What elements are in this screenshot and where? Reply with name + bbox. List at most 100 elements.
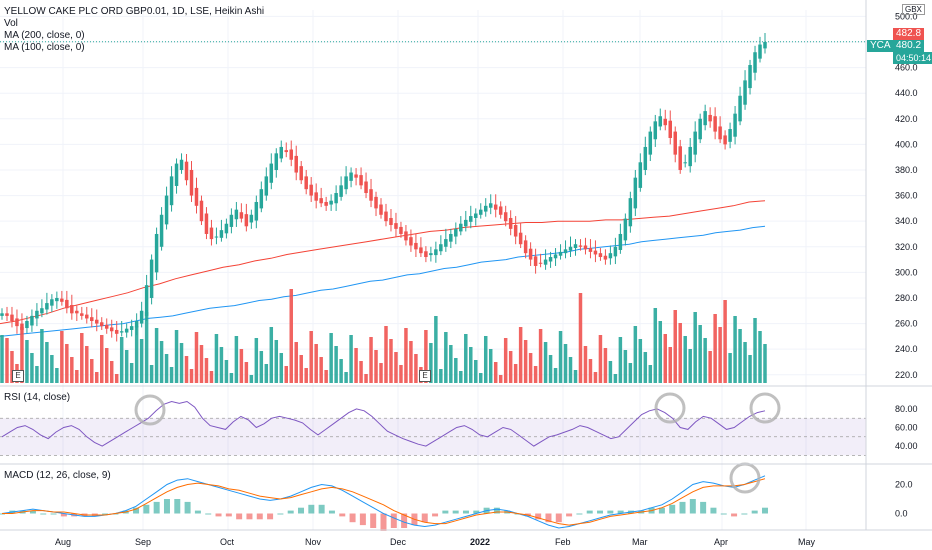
candle-body-111 (553, 254, 558, 259)
candle-body-112 (558, 251, 563, 256)
volume-bar-85 (424, 330, 428, 383)
macd-hist-39 (401, 513, 408, 528)
volume-bar-75 (374, 350, 378, 383)
candle-body-136 (678, 146, 682, 170)
candle-body-108 (538, 262, 543, 264)
macd-hist-67 (689, 499, 696, 514)
candle-body-132 (658, 116, 663, 127)
candle-body-89 (444, 239, 448, 247)
candle-body-137 (683, 162, 687, 164)
x-tick-0: Aug (55, 537, 71, 547)
candle-body-8 (40, 308, 44, 314)
candle-body-133 (663, 118, 668, 126)
macd-hist-3 (29, 510, 36, 514)
macd-hist-72 (741, 513, 748, 515)
volume-bar-142 (708, 351, 712, 383)
volume-bar-76 (379, 363, 383, 383)
volume-bar-61 (304, 368, 308, 383)
volume-bar-139 (693, 312, 697, 383)
candle-body-10 (50, 299, 54, 306)
annotation-circle-2 (749, 392, 781, 424)
ma100-label[interactable]: MA (100, close, 0) (4, 42, 85, 53)
volume-bar-35 (174, 330, 179, 383)
volume-bar-125 (623, 350, 628, 383)
macd-hist-52 (535, 513, 542, 520)
candle-body-148 (738, 95, 742, 122)
candle-body-13 (65, 299, 69, 309)
macd-hist-22 (225, 513, 232, 517)
candle-body-36 (179, 159, 184, 170)
candle-body-7 (35, 310, 39, 319)
macd-hist-64 (658, 507, 665, 514)
signal-line (2, 478, 766, 526)
volume-bar-54 (269, 327, 274, 383)
candle-body-71 (354, 174, 358, 178)
candle-body-77 (384, 211, 388, 222)
volume-bar-39 (194, 332, 199, 383)
candle-body-92 (459, 223, 463, 232)
currency-badge[interactable]: GBX (902, 4, 925, 15)
x-tick-4: Dec (390, 537, 407, 547)
candle-body-37 (184, 161, 189, 181)
earnings-marker-2[interactable]: E (419, 370, 431, 382)
candle-body-76 (379, 204, 383, 215)
rsi-label: RSI (14, close) (4, 392, 71, 403)
candle-body-30 (149, 259, 154, 298)
volume-bar-37 (184, 356, 189, 383)
candle-body-47 (234, 209, 239, 220)
candle-body-99 (493, 204, 498, 210)
candle-body-28 (139, 310, 144, 324)
volume-bar-50 (249, 375, 254, 383)
macd-hist-42 (432, 513, 439, 517)
candle-body-118 (588, 248, 593, 252)
volume-bar-11 (55, 368, 59, 383)
macd-hist-5 (50, 513, 57, 515)
volume-bar-62 (309, 331, 313, 383)
volume-bar-74 (369, 337, 373, 383)
volume-bar-90 (449, 345, 453, 383)
macd-hist-44 (452, 510, 459, 514)
volume-bar-17 (85, 346, 89, 383)
candle-body-23 (114, 329, 119, 334)
candle-body-96 (478, 209, 483, 215)
volume-bar-79 (394, 352, 398, 383)
volume-bar-66 (329, 333, 333, 383)
volume-bar-145 (723, 300, 727, 383)
macd-label: MACD (12, 26, close, 9) (4, 470, 111, 481)
volume-bar-135 (673, 310, 677, 383)
candle-body-34 (169, 176, 174, 206)
candle-body-35 (174, 163, 179, 186)
candle-body-130 (648, 131, 653, 155)
volume-bar-80 (399, 365, 403, 383)
macd-hist-60 (617, 510, 624, 514)
ma200-label[interactable]: MA (200, close, 0) (4, 30, 85, 41)
volume-bar-14 (70, 357, 74, 383)
volume-bar-113 (563, 344, 568, 383)
rsi-tick-0: 80.00 (895, 404, 918, 414)
volume-bar-60 (299, 355, 303, 383)
x-tick-9: May (798, 537, 816, 547)
annotation-circle-0 (134, 394, 166, 426)
candle-body-97 (483, 205, 488, 212)
candle-body-66 (329, 200, 333, 205)
volume-bar-150 (748, 355, 752, 383)
price-tick-2: 460.0 (895, 63, 918, 73)
volume-bar-123 (613, 374, 618, 383)
candle-body-95 (474, 213, 478, 218)
candle-body-144 (718, 126, 722, 140)
candle-body-127 (633, 177, 638, 209)
candle-body-43 (214, 236, 219, 238)
volume-bar-0 (0, 335, 4, 383)
candle-body-62 (309, 184, 313, 196)
volume-bar-83 (414, 354, 418, 383)
volume-bar-152 (758, 331, 762, 383)
candle-body-82 (409, 237, 413, 246)
volume-bar-108 (538, 329, 543, 383)
volume-bar-109 (543, 342, 548, 383)
volume-bar-147 (733, 316, 737, 383)
earnings-marker-1[interactable]: E (12, 370, 24, 382)
macd-hist-26 (267, 513, 274, 520)
candle-body-124 (618, 233, 623, 250)
vol-label[interactable]: Vol (4, 18, 18, 29)
candle-body-58 (289, 149, 293, 160)
